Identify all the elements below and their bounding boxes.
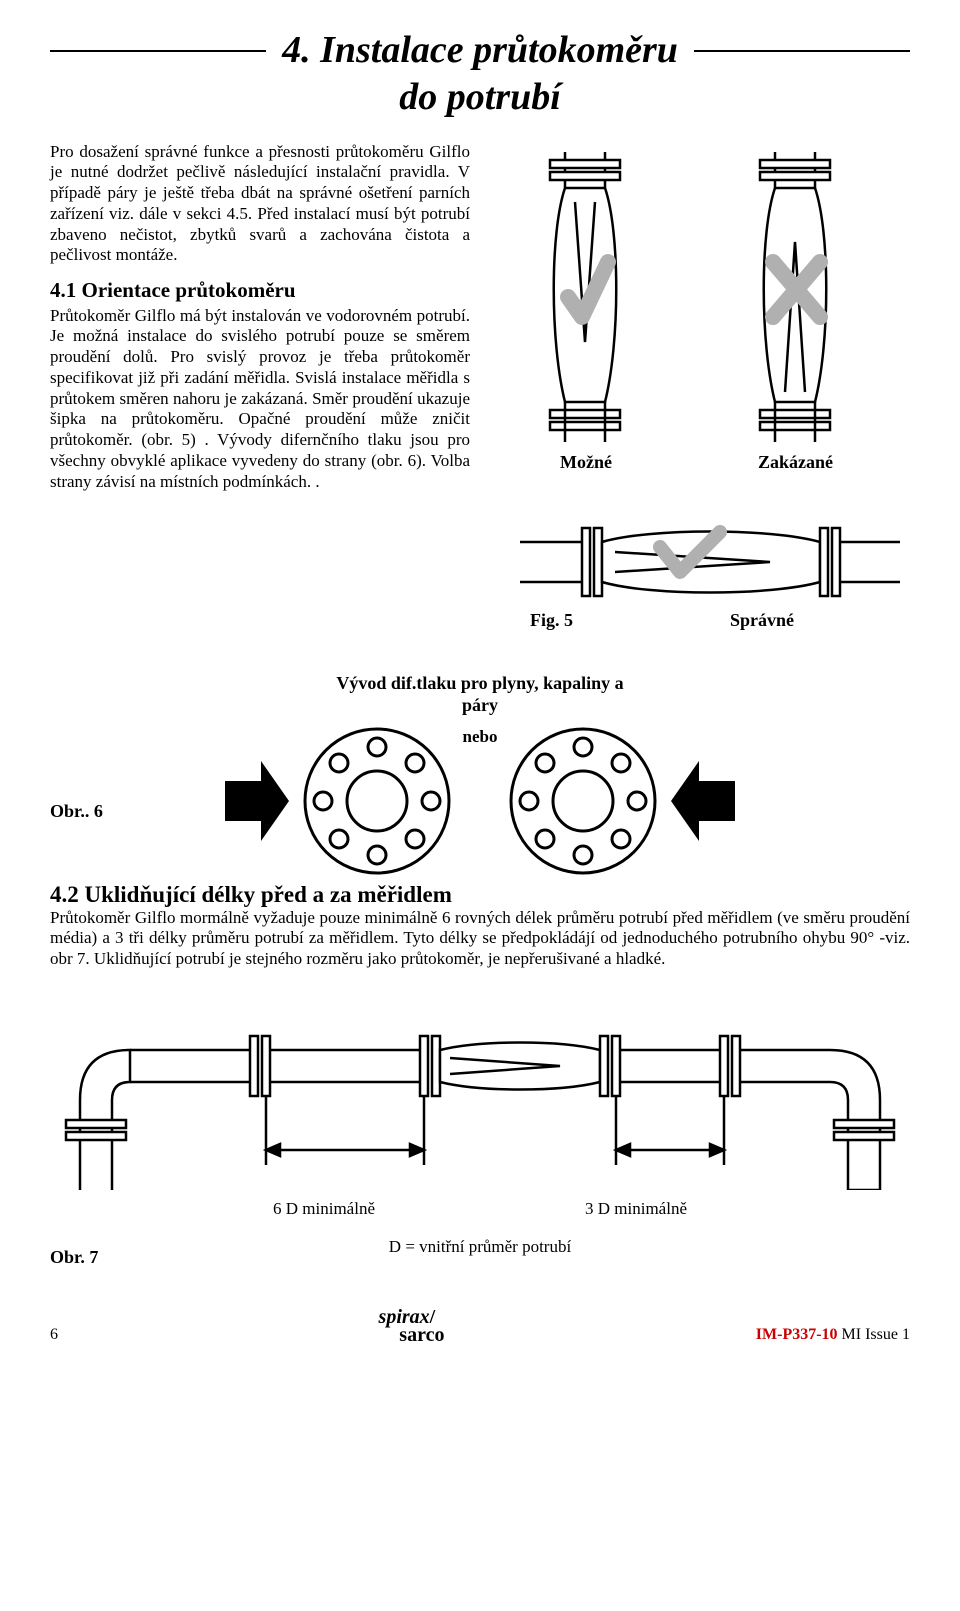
sec42-body: Průtokoměr Gilflo mormálně vyžaduje pouz…	[50, 908, 910, 970]
sec41-heading: 4.1 Orientace průtokoměru	[50, 278, 470, 304]
intro-paragraph: Pro dosažení správné funkce a přesnosti …	[50, 142, 470, 266]
fig5-label-possible: Možné	[560, 452, 612, 473]
fig6-nebo: nebo	[463, 727, 498, 747]
doc-id: IM-P337-10 MI Issue 1	[756, 1326, 910, 1344]
page-footer: 6 spirax/ sarco IM-P337-10 MI Issue 1	[50, 1308, 910, 1344]
doc-rest: MI Issue 1	[838, 1326, 910, 1343]
section-title-line1: 4. Instalace průtokoměru	[266, 30, 694, 72]
fig6-arrow-left-icon	[221, 721, 291, 881]
left-text-column: Pro dosažení správné funkce a přesnosti …	[50, 142, 470, 662]
sec41-body: Průtokoměr Gilflo má být instalován ve v…	[50, 306, 470, 493]
fig6-arrow-right-icon	[669, 721, 739, 881]
figure-7: 6 D minimálně 3 D minimálně D = vnitřní …	[50, 990, 910, 1257]
fig6-title-l2: páry	[462, 695, 498, 715]
fig5-label-forbidden: Zakázané	[758, 452, 833, 473]
fig5-svg	[490, 142, 910, 662]
fig7-dim-labels: 6 D minimálně 3 D minimálně	[50, 1199, 910, 1219]
fig6-title: Vývod dif.tlaku pro plyny, kapaliny a pá…	[50, 672, 910, 717]
fig5-caption: Fig. 5	[530, 610, 573, 631]
logo-line2: sarco	[399, 1324, 444, 1346]
section-title-row: 4. Instalace průtokoměru	[50, 30, 910, 72]
rule-right	[694, 50, 910, 52]
content-two-column: Pro dosažení správné funkce a přesnosti …	[50, 142, 910, 662]
fig7-svg	[60, 990, 900, 1190]
doc-code: IM-P337-10	[756, 1326, 838, 1343]
fig6-flange-left	[297, 721, 457, 881]
rule-left	[50, 50, 266, 52]
section-title-line2: do potrubí	[50, 78, 910, 118]
sec42-heading: 4.2 Uklidňující délky před a za měřidlem	[50, 882, 910, 908]
fig6-flange-right	[503, 721, 663, 881]
fig6-caption: Obr.. 6	[50, 801, 910, 822]
figure-5: Možné Zakázané Správné Fig. 5	[490, 142, 910, 662]
spirax-sarco-logo: spirax/ sarco	[369, 1308, 444, 1344]
fig7-dim-before: 6 D minimálně	[273, 1199, 375, 1219]
fig6-title-l1: Vývod dif.tlaku pro plyny, kapaliny a	[336, 673, 623, 693]
fig5-label-correct: Správné	[730, 610, 794, 631]
page-number: 6	[50, 1326, 58, 1344]
fig7-dim-after: 3 D minimálně	[585, 1199, 687, 1219]
